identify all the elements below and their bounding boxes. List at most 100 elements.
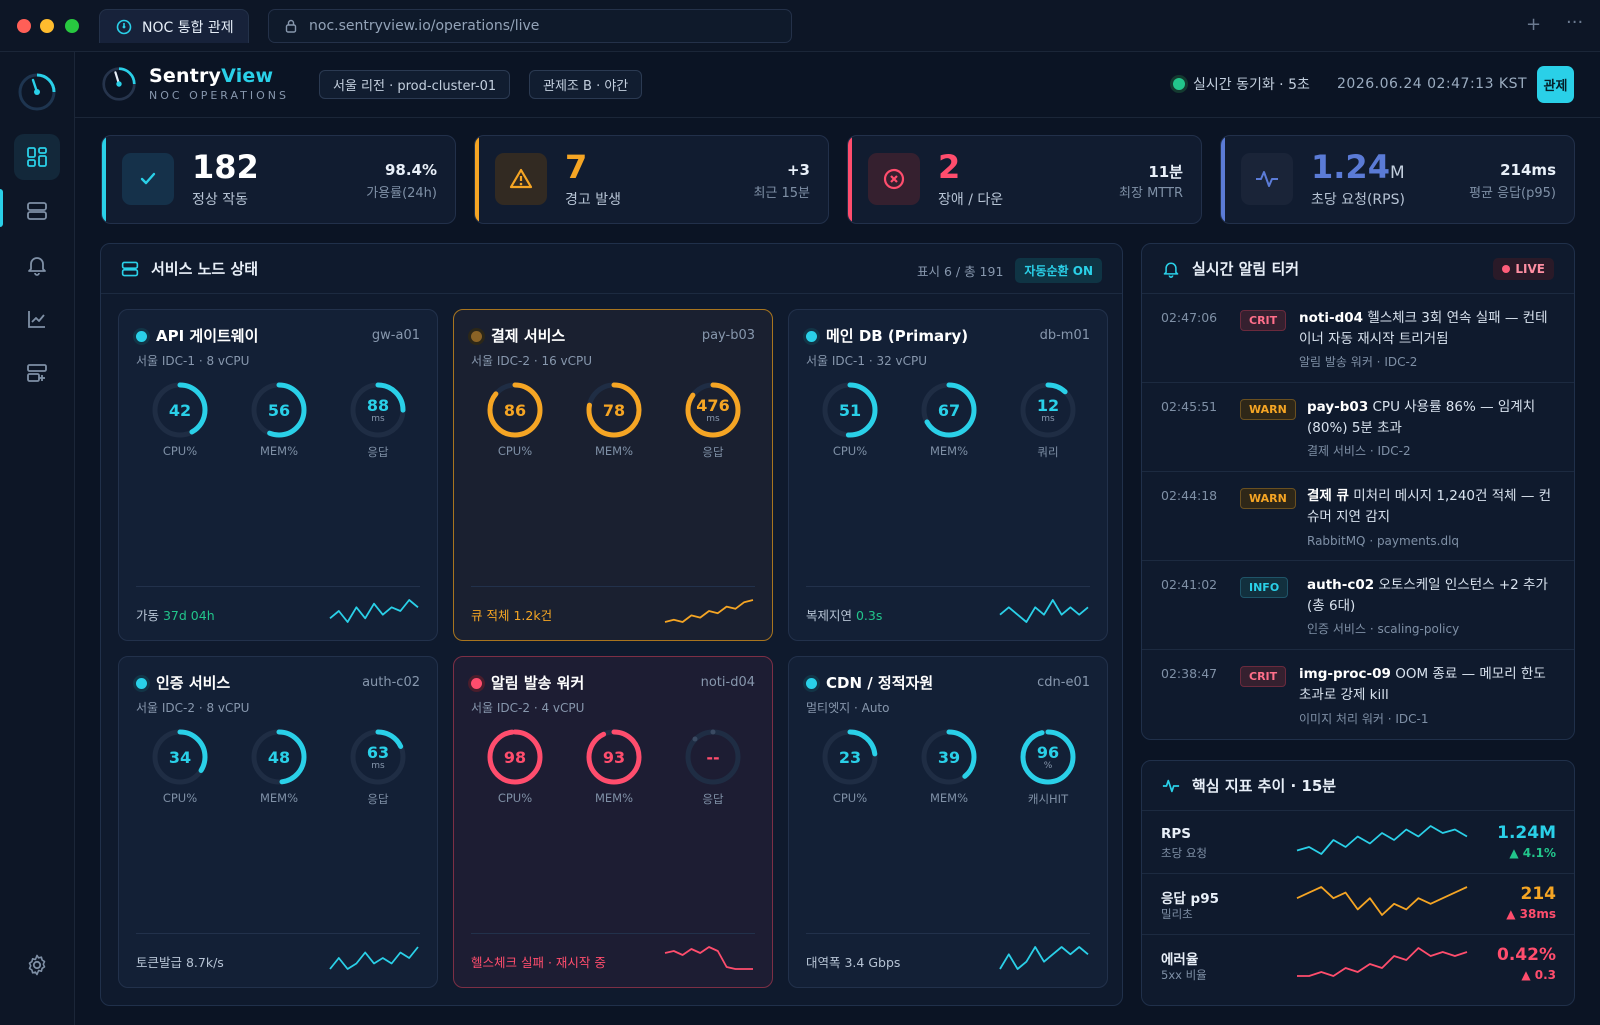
node-sparkline: [664, 599, 754, 623]
kpi-label: 정상 작동: [192, 192, 248, 208]
gauge-value: --: [706, 747, 720, 767]
kpi-card[interactable]: 1.24M 초당 요청(RPS) 214ms 평균 응답(p95): [1220, 135, 1575, 224]
kpi-value: 1.24M: [1311, 148, 1405, 186]
service-node-card[interactable]: 메인 DB (Primary) db-m01 서울 IDC-1 · 32 vCPU 5…: [788, 309, 1108, 641]
sync-indicator-icon: [1173, 78, 1185, 90]
node-id: db-m01: [1039, 328, 1090, 343]
minimize-window-button[interactable]: [40, 19, 54, 33]
gauge-label: 응답: [702, 445, 724, 459]
new-tab-button[interactable]: +: [1526, 14, 1542, 35]
node-spec: 서울 IDC-2 · 16 vCPU: [471, 354, 593, 368]
node-sparkline: [329, 599, 419, 623]
service-node-card[interactable]: 알림 발송 워커 noti-d04 서울 IDC-2 · 4 vCPU 98 CPU% 9…: [453, 656, 773, 988]
gauge: 34 CPU%: [148, 725, 212, 805]
trend-delta: ▲ 0.3: [1521, 968, 1556, 982]
gauge-value: 51: [838, 400, 862, 420]
service-node-card[interactable]: CDN / 정적자원 cdn-e01 멀티엣지 · Auto 23 CPU% 39 MEM%…: [788, 656, 1108, 988]
side-rail: [0, 52, 75, 1025]
gauge: 476 ms 응답: [681, 378, 745, 459]
node-spec: 서울 IDC-2 · 4 vCPU: [471, 701, 585, 715]
nav-infra[interactable]: [14, 350, 60, 396]
region-selector[interactable]: 서울 리전 · prod-cluster-01: [319, 70, 511, 99]
gauge-ring: [152, 729, 208, 785]
alert-time: 02:45:51: [1161, 399, 1218, 414]
alert-time: 02:41:02: [1161, 577, 1218, 592]
gauge-label: 응답: [367, 792, 389, 806]
nav-servers[interactable]: [14, 188, 60, 234]
alert-message: auth-c02 오토스케일 인스턴스 +2 추가 (총 6대): [1307, 577, 1548, 614]
browser-tab[interactable]: NOC 통합 관제: [99, 9, 249, 43]
node-status-dot: [471, 331, 482, 342]
alert-time: 02:38:47: [1161, 666, 1218, 681]
gauge-value: 34: [168, 747, 192, 767]
gauge-unit: ms: [706, 414, 720, 424]
kpi-secondary-value: 11분: [1148, 163, 1183, 181]
gauge-label: 응답: [702, 792, 724, 806]
close-window-button[interactable]: [17, 19, 31, 33]
alert-source: 인증 서비스 · scaling-policy: [1307, 622, 1460, 636]
gauge-label: MEM%: [594, 791, 634, 805]
node-footer: 대역폭 3.4 Gbps: [806, 955, 901, 970]
nav-analytics[interactable]: [14, 296, 60, 342]
node-sparkline: [999, 946, 1089, 970]
node-spec: 서울 IDC-2 · 8 vCPU: [136, 701, 250, 715]
layers-icon: [27, 364, 47, 382]
app-logo-icon: [17, 72, 57, 112]
service-node-card[interactable]: 결제 서비스 pay-b03 서울 IDC-2 · 16 vCPU 86 CPU% 78 M…: [453, 309, 773, 641]
maximize-window-button[interactable]: [65, 19, 79, 33]
node-id: pay-b03: [701, 328, 755, 343]
trend-delta: ▲ 4.1%: [1509, 846, 1556, 860]
gauge: 93 MEM%: [582, 725, 646, 805]
address-bar[interactable]: noc.sentryview.io/operations/live: [268, 9, 792, 43]
nav-settings[interactable]: [14, 942, 60, 988]
alert-item[interactable]: 02:47:06 CRIT noti-d04 헬스체크 3회 연속 실패 — 컨테이…: [1142, 294, 1574, 383]
gauge: 78 MEM%: [582, 378, 646, 458]
node-footer: 토큰발급 8.7k/s: [136, 955, 224, 970]
service-node-card[interactable]: 인증 서비스 auth-c02 서울 IDC-2 · 8 vCPU 34 CPU% 48 M…: [118, 656, 438, 988]
node-name: 알림 발송 워커: [491, 674, 585, 692]
kpi-card[interactable]: 7 경고 발생 +3 최근 15분: [474, 135, 829, 224]
alert-item[interactable]: 02:45:51 WARN pay-b03 CPU 사용률 86% — 임계치(80…: [1142, 383, 1574, 472]
node-spec: 서울 IDC-1 · 8 vCPU: [136, 354, 250, 368]
alert-item[interactable]: 02:41:02 INFO auth-c02 오토스케일 인스턴스 +2 추가 (총…: [1142, 561, 1574, 650]
nav-dashboard[interactable]: [14, 134, 60, 180]
kpi-secondary-label: 최근 15분: [753, 186, 810, 201]
gauge-value: 23: [838, 747, 862, 767]
alert-item[interactable]: 02:44:18 WARN 결제 큐 미처리 메시지 1,240건 적체 — 컨슈머…: [1142, 472, 1574, 561]
lock-icon: [285, 19, 297, 33]
gear-icon: [28, 954, 46, 976]
role-avatar[interactable]: 관제: [1537, 66, 1574, 103]
services-panel: 서비스 노드 상태 표시 6 / 총 191 자동순환 ON API 게이트웨이…: [100, 243, 1123, 1006]
shift-selector[interactable]: 관제조 B · 야간: [529, 70, 643, 99]
gauge-ring: [921, 382, 977, 438]
service-node-card[interactable]: API 게이트웨이 gw-a01 서울 IDC-1 · 8 vCPU 42 CPU% 56…: [118, 309, 438, 641]
kpi-value: 7: [565, 148, 588, 186]
gauge-ring: [586, 729, 642, 785]
kpi-secondary-value: +3: [786, 161, 810, 179]
auto-rotate-toggle[interactable]: 자동순환 ON: [1015, 258, 1102, 283]
kpi-card[interactable]: 2 장애 / 다운 11분 최장 MTTR: [847, 135, 1202, 224]
alert-item[interactable]: 02:38:47 CRIT img-proc-09 OOM 종료 — 메모리 한도 …: [1142, 650, 1574, 739]
chart-icon: [28, 311, 45, 328]
warning-icon: [495, 153, 547, 205]
gauge-value: 86: [503, 400, 527, 420]
nav-alerts[interactable]: [14, 242, 60, 288]
alert-level-badge: CRIT: [1240, 310, 1287, 331]
kpi-card[interactable]: 182 정상 작동 98.4% 가용률(24h): [101, 135, 456, 224]
alert-message: noti-d04 헬스체크 3회 연속 실패 — 컨테이너 자동 재시작 트리거…: [1299, 310, 1548, 347]
alert-message: img-proc-09 OOM 종료 — 메모리 한도 초과로 강제 kill: [1299, 666, 1546, 703]
trend-row[interactable]: 응답 p95 밀리초 214 ▲ 38ms: [1142, 874, 1574, 935]
gauge-ring: [921, 729, 977, 785]
dashboard-icon: [27, 147, 47, 167]
trend-value: 0.42%: [1497, 945, 1556, 965]
node-status-dot: [136, 331, 147, 342]
gauge-value: 98: [503, 747, 527, 767]
trend-name: 에러율: [1161, 952, 1199, 968]
trend-row[interactable]: RPS 초당 요청 1.24M ▲ 4.1%: [1142, 813, 1574, 874]
trend-row[interactable]: 에러율 5xx 비율 0.42% ▲ 0.3: [1142, 935, 1574, 996]
sync-status: 실시간 동기화 · 5초: [1173, 74, 1310, 94]
gauge-value: 48: [267, 747, 291, 767]
more-icon[interactable]: ···: [1566, 12, 1584, 33]
gauge-ring: [251, 382, 307, 438]
trend-value: 214: [1520, 884, 1557, 904]
